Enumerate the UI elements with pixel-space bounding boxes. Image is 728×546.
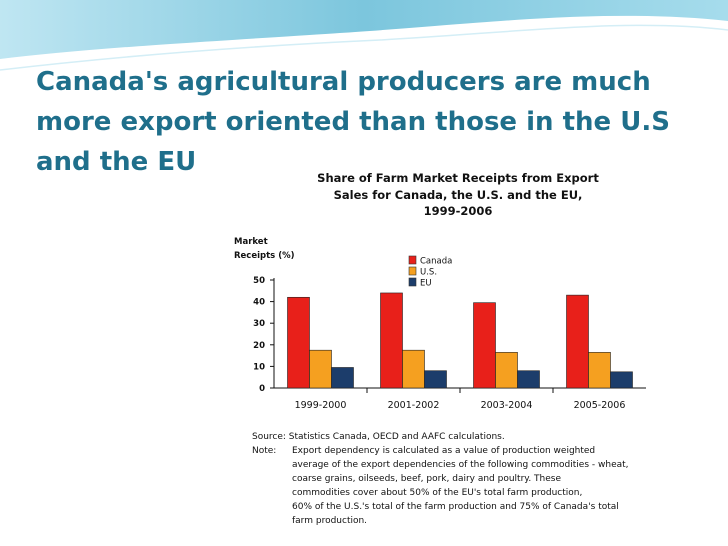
bar-eu [517, 370, 540, 389]
legend-label: U.S. [420, 268, 437, 278]
header-swoosh [0, 0, 728, 71]
y-tick-label: 20 [253, 341, 265, 351]
y-tick-label: 0 [259, 384, 265, 394]
bar-us [309, 349, 332, 389]
legend-swatch [408, 277, 417, 287]
x-tick-label: 2001-2002 [388, 400, 440, 411]
bar-eu [424, 370, 447, 389]
note-line: Export dependency is calculated as a val… [292, 446, 596, 456]
chart-title-line: 1999-2006 [423, 204, 493, 218]
bar-us [495, 352, 518, 389]
bar-canada [473, 302, 496, 389]
y-axis-label: Market [234, 237, 268, 247]
bar-eu [331, 367, 354, 389]
x-tick-label: 1999-2000 [295, 400, 347, 411]
bar-us [402, 349, 425, 389]
legend-swatch [408, 266, 417, 276]
bar-canada [287, 296, 310, 389]
note-text: Export dependency is calculated as a val… [292, 444, 629, 528]
y-axis-label: Receipts (%) [234, 251, 295, 261]
note-line: average of the export dependencies of th… [292, 460, 629, 470]
bar-us [588, 352, 611, 389]
y-tick-label: 50 [253, 276, 265, 286]
note-line: 60% of the U.S.'s total of the farm prod… [292, 502, 619, 512]
slide-title: Canada's agricultural producers are much… [36, 67, 670, 177]
chart-title-line: Sales for Canada, the U.S. and the EU, [333, 187, 583, 202]
legend-swatch [408, 255, 417, 265]
bar-eu [610, 371, 633, 389]
legend-label: Canada [420, 257, 452, 267]
y-tick-label: 40 [253, 298, 265, 308]
note-line: commodities cover about 50% of the EU's … [292, 488, 583, 498]
bar-canada [380, 292, 403, 389]
y-tick-label: 30 [253, 319, 265, 329]
x-tick-label: 2003-2004 [481, 400, 533, 411]
note-label: Note: [252, 446, 277, 456]
y-tick-label: 10 [253, 362, 265, 372]
chart-title-line: Share of Farm Market Receipts from Expor… [317, 171, 599, 185]
note-line: farm production. [292, 516, 368, 526]
chart-title: Share of Farm Market Receipts from Expor… [288, 170, 628, 220]
source-note: Source: Statistics Canada, OECD and AAFC… [252, 430, 647, 528]
note-line: coarse grains, oilseeds, beef, pork, dai… [292, 474, 562, 484]
note: Note: Export dependency is calculated as… [252, 444, 647, 528]
source-text: Source: Statistics Canada, OECD and AAFC… [252, 432, 505, 442]
bar-canada [566, 294, 589, 389]
legend-label: EU [420, 279, 432, 289]
x-tick-label: 2005-2006 [574, 400, 626, 411]
chart-figure: Share of Farm Market Receipts from Expor… [228, 160, 648, 546]
